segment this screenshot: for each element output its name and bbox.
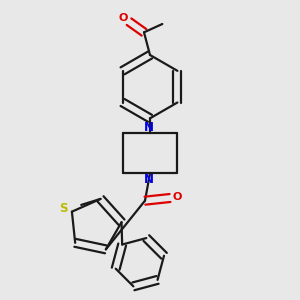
Text: S: S (59, 202, 68, 215)
Text: O: O (118, 13, 128, 23)
Text: N: N (144, 121, 154, 134)
Text: O: O (172, 192, 182, 202)
Text: N: N (144, 173, 154, 186)
